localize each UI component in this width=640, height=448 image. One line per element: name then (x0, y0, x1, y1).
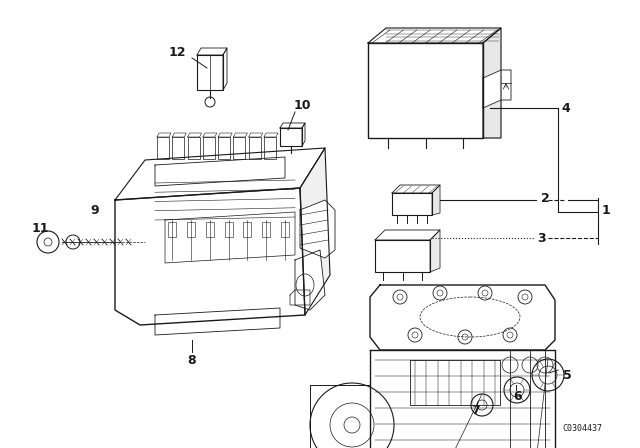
Polygon shape (392, 185, 440, 193)
Text: 2: 2 (541, 191, 549, 204)
FancyBboxPatch shape (280, 128, 302, 146)
FancyBboxPatch shape (234, 137, 245, 159)
FancyBboxPatch shape (368, 43, 483, 138)
Text: 1: 1 (602, 203, 611, 216)
FancyBboxPatch shape (172, 137, 184, 159)
Polygon shape (375, 230, 440, 240)
FancyBboxPatch shape (249, 137, 260, 159)
Polygon shape (483, 28, 501, 138)
Polygon shape (115, 188, 305, 325)
Polygon shape (295, 250, 325, 310)
Polygon shape (370, 285, 555, 350)
Polygon shape (310, 385, 370, 448)
FancyBboxPatch shape (281, 222, 289, 237)
Text: 12: 12 (168, 46, 186, 59)
Polygon shape (115, 148, 325, 200)
Polygon shape (483, 70, 511, 108)
FancyBboxPatch shape (205, 222, 214, 237)
FancyBboxPatch shape (197, 55, 223, 90)
Text: 6: 6 (514, 389, 522, 402)
FancyBboxPatch shape (157, 137, 169, 159)
Polygon shape (300, 200, 335, 258)
Polygon shape (432, 185, 440, 215)
FancyBboxPatch shape (168, 222, 176, 237)
FancyBboxPatch shape (375, 240, 430, 272)
Text: 3: 3 (538, 232, 547, 245)
Polygon shape (430, 230, 440, 272)
FancyBboxPatch shape (243, 222, 252, 237)
FancyBboxPatch shape (187, 222, 195, 237)
FancyBboxPatch shape (188, 137, 200, 159)
Polygon shape (368, 28, 501, 43)
Polygon shape (155, 157, 285, 186)
Text: 9: 9 (91, 203, 99, 216)
Polygon shape (223, 48, 227, 90)
Text: 4: 4 (562, 102, 570, 115)
FancyBboxPatch shape (264, 137, 276, 159)
Polygon shape (370, 350, 555, 448)
Text: C0304437: C0304437 (562, 423, 602, 432)
FancyBboxPatch shape (203, 137, 215, 159)
FancyBboxPatch shape (218, 137, 230, 159)
FancyBboxPatch shape (392, 193, 432, 215)
Text: 7: 7 (472, 404, 481, 417)
Text: 11: 11 (31, 221, 49, 234)
FancyBboxPatch shape (262, 222, 270, 237)
Polygon shape (300, 148, 330, 315)
FancyBboxPatch shape (225, 222, 232, 237)
Text: 5: 5 (563, 369, 572, 382)
Text: 10: 10 (293, 99, 311, 112)
Text: 8: 8 (188, 353, 196, 366)
